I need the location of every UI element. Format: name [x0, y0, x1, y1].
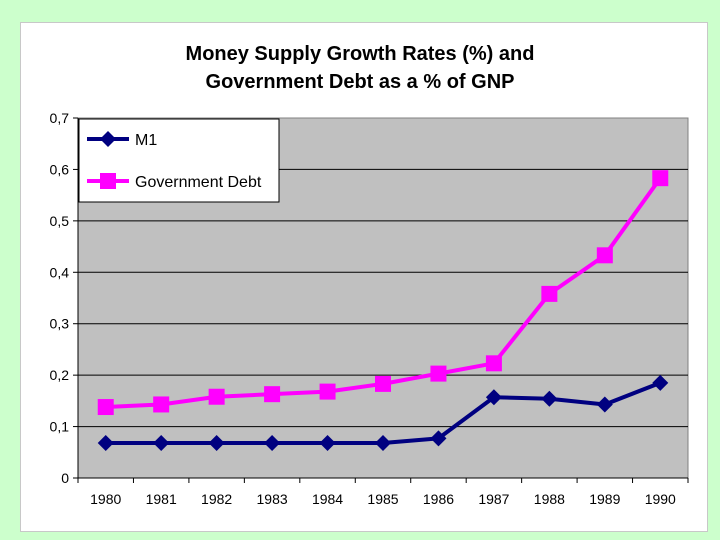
- legend-label-m1: M1: [135, 132, 157, 149]
- m1-point: [97, 435, 114, 452]
- legend-label-government-debt: Government Debt: [135, 174, 262, 191]
- legend-marker-m1: [100, 131, 116, 147]
- x-tick-label: 1986: [423, 491, 454, 507]
- m1-point: [485, 389, 502, 406]
- x-tick-label: 1987: [478, 491, 509, 507]
- y-tick-label: 0,5: [50, 213, 70, 229]
- y-tick-label: 0,1: [50, 419, 70, 435]
- x-tick-label: 1985: [367, 491, 398, 507]
- government-debt-point: [541, 285, 558, 302]
- m1-point: [319, 435, 336, 452]
- x-tick-label: 1982: [201, 491, 232, 507]
- chart-title: Money Supply Growth Rates (%) and Govern…: [0, 40, 720, 96]
- x-tick-label: 1983: [257, 491, 288, 507]
- m1-point: [541, 390, 558, 407]
- y-tick-label: 0,7: [50, 110, 70, 126]
- legend-marker-government-debt: [100, 173, 116, 189]
- x-tick-label: 1990: [645, 491, 676, 507]
- government-debt-point: [485, 355, 502, 372]
- chart-title-line-2: Government Debt as a % of GNP: [205, 71, 515, 93]
- y-tick-label: 0,4: [50, 264, 70, 280]
- government-debt-point: [652, 170, 669, 187]
- government-debt-point: [97, 399, 114, 416]
- y-tick-label: 0,2: [50, 367, 70, 383]
- y-tick-label: 0,6: [50, 161, 70, 177]
- government-debt-point: [319, 383, 336, 400]
- x-tick-label: 1980: [90, 491, 121, 507]
- government-debt-point: [153, 396, 170, 413]
- x-tick-label: 1988: [534, 491, 565, 507]
- m1-point: [596, 396, 613, 413]
- government-debt-point: [375, 375, 391, 392]
- government-debt-point: [596, 247, 613, 264]
- m1-point: [153, 435, 170, 452]
- chart-title-line-1: Money Supply Growth Rates (%) and: [185, 43, 535, 65]
- x-tick-label: 1984: [312, 491, 343, 507]
- y-tick-label: 0,3: [50, 316, 70, 332]
- x-tick-label: 1989: [589, 491, 620, 507]
- government-debt-point: [430, 365, 447, 382]
- m1-point: [375, 435, 391, 452]
- m1-point: [652, 374, 669, 391]
- y-tick-label: 0: [61, 470, 69, 486]
- m1-point: [264, 435, 281, 452]
- government-debt-point: [208, 388, 225, 405]
- government-debt-point: [264, 386, 281, 403]
- m1-point: [208, 435, 225, 452]
- m1-point: [430, 430, 447, 447]
- x-tick-label: 1981: [146, 491, 177, 507]
